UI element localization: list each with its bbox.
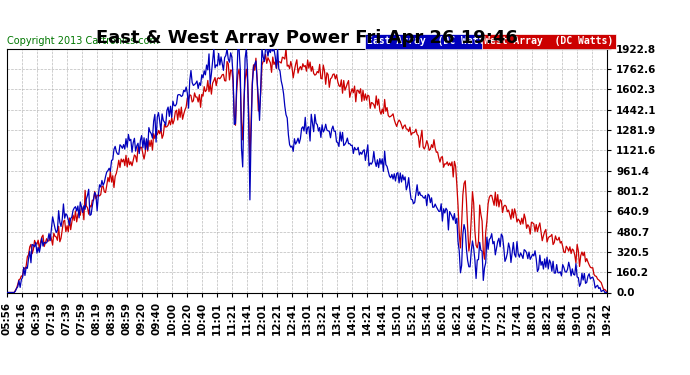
Title: East & West Array Power Fri Apr 26 19:46: East & West Array Power Fri Apr 26 19:46 (96, 29, 518, 47)
Text: Copyright 2013 Cartronics.com: Copyright 2013 Cartronics.com (7, 36, 159, 46)
Text: West Array  (DC Watts): West Array (DC Watts) (484, 36, 613, 46)
Text: East Array  (DC Watts): East Array (DC Watts) (367, 36, 496, 46)
